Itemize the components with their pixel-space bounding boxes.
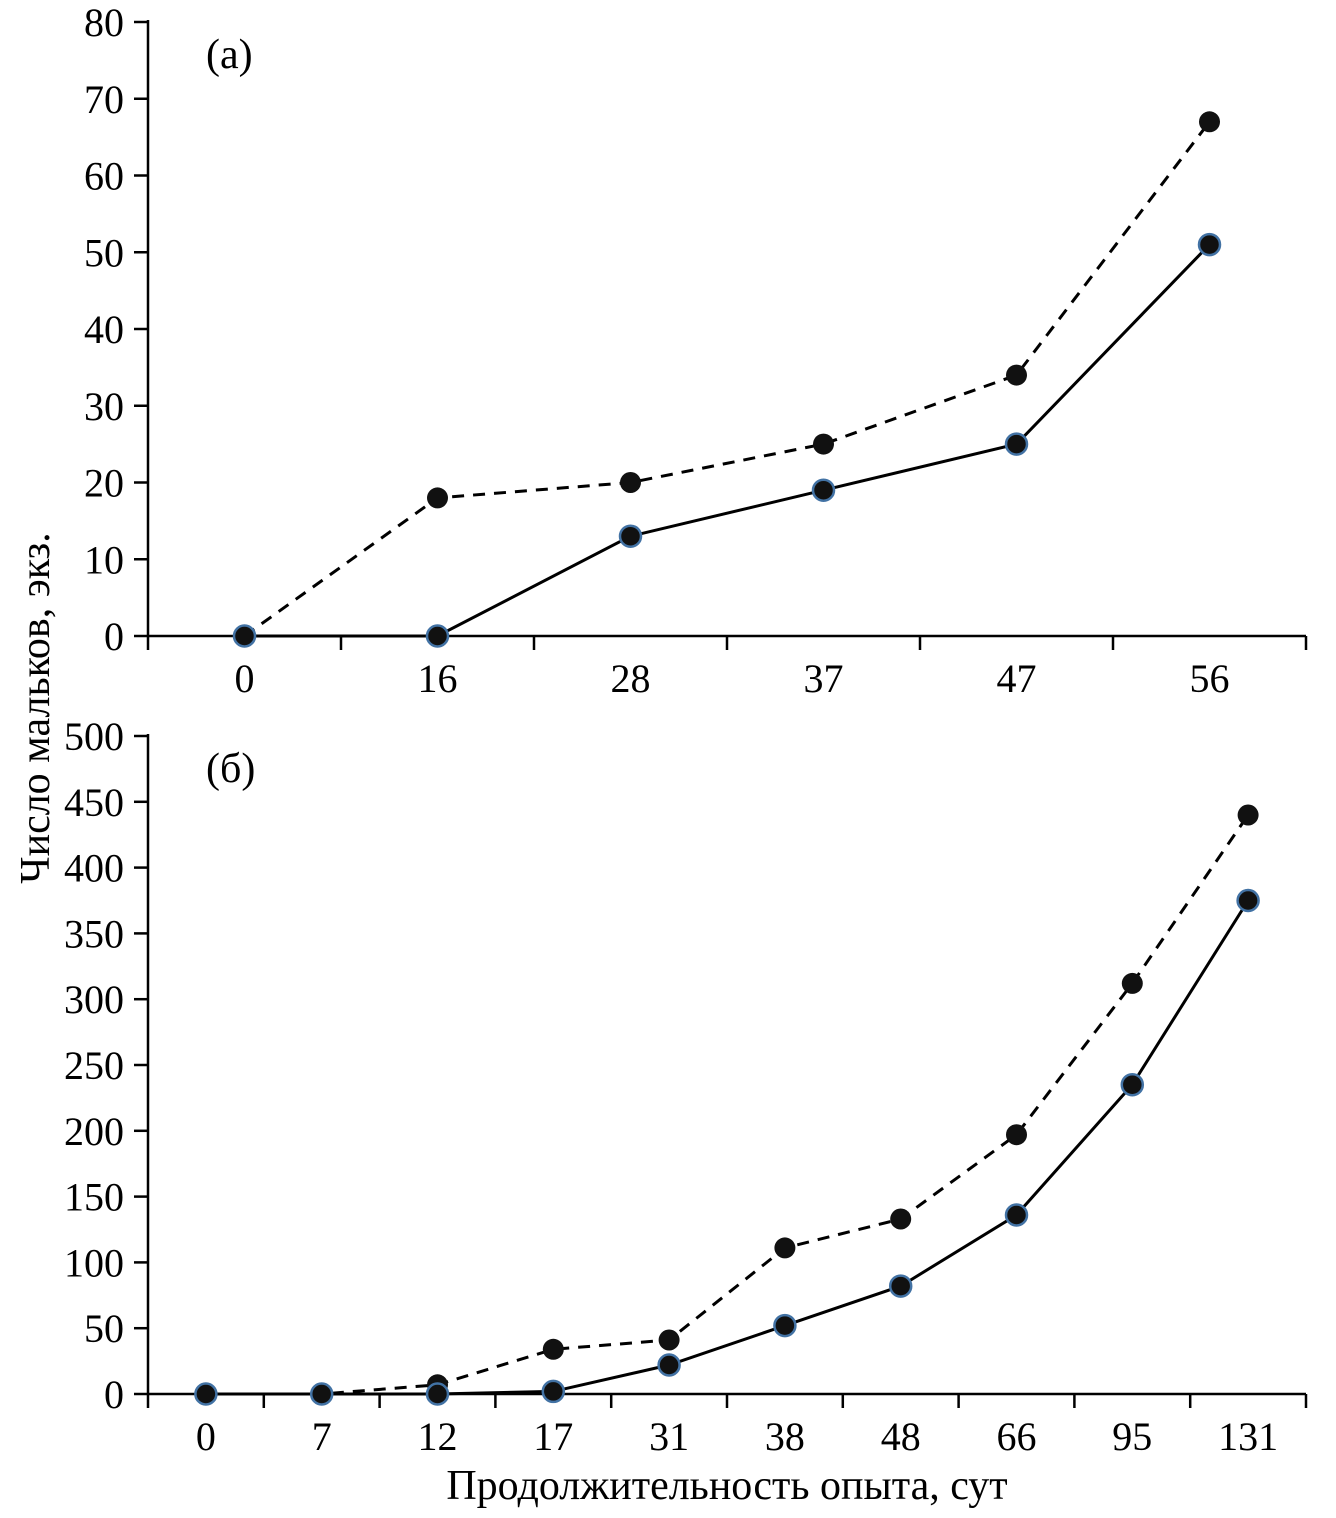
x-tick-label: 37 [804,656,844,701]
data-point-dashed-filled-circles [542,1338,564,1360]
x-tick-label: 0 [235,656,255,701]
x-tick-label: 12 [418,1414,458,1459]
y-tick-label: 70 [84,77,124,122]
data-point-dashed-filled-circles [813,433,834,455]
data-point-solid-ringed-circles [811,478,836,502]
data-point-solid-ringed-circles [1197,232,1222,257]
y-tick-label: 50 [84,1306,124,1351]
x-tick-label: 31 [649,1414,689,1459]
x-axis-title: Продолжительность опыта, сут [446,1463,1008,1509]
data-point-solid-ringed-circles [657,1353,681,1377]
x-tick-label: 47 [997,656,1037,701]
x-tick-label: 48 [881,1414,921,1459]
x-tick-label: 16 [418,656,458,701]
data-point-solid-ringed-circles [425,1382,450,1406]
y-tick-label: 250 [64,1043,124,1088]
x-tick-label: 7 [312,1414,332,1459]
series-line-dashed-filled-circles [243,120,1211,638]
data-point-dashed-filled-circles [1006,364,1027,386]
data-point-solid-ringed-circles [618,524,643,548]
y-tick-label: 50 [84,230,124,275]
data-point-dashed-filled-circles [658,1329,680,1351]
data-point-solid-ringed-circles [425,624,450,648]
series-line-solid-ringed-circles [205,899,1250,1396]
data-point-dashed-filled-circles [620,472,641,493]
data-point-solid-ringed-circles [309,1382,334,1406]
data-point-solid-ringed-circles [194,1382,218,1406]
x-tick-label: 0 [196,1414,216,1459]
y-tick-label: 300 [64,977,124,1022]
y-tick-label: 100 [64,1240,124,1285]
data-point-solid-ringed-circles [1120,1072,1145,1097]
data-point-dashed-filled-circles [1006,1124,1027,1146]
y-tick-label: 30 [84,384,124,429]
x-tick-label: 131 [1218,1414,1278,1459]
y-tick-label: 150 [64,1175,124,1220]
data-point-dashed-filled-circles [1237,804,1259,826]
data-point-solid-ringed-circles [773,1313,797,1338]
series-line-dashed-filled-circles [205,814,1250,1396]
y-tick-label: 40 [84,307,124,352]
y-tick-label: 200 [64,1109,124,1154]
panel-label: (б) [206,746,255,792]
panel-label: (а) [206,32,253,78]
x-tick-label: 17 [533,1414,573,1459]
data-point-solid-ringed-circles [1236,888,1260,913]
y-tick-label: 20 [84,461,124,506]
data-point-dashed-filled-circles [1121,972,1143,994]
y-tick-label: 0 [104,1372,124,1417]
data-point-dashed-filled-circles [774,1237,796,1259]
y-tick-label: 60 [84,154,124,199]
data-point-solid-ringed-circles [888,1274,913,1298]
data-point-dashed-filled-circles [890,1208,912,1230]
data-point-dashed-filled-circles [1199,111,1220,133]
y-tick-label: 80 [84,0,124,45]
data-point-solid-ringed-circles [541,1379,566,1404]
x-tick-label: 38 [765,1414,805,1459]
data-point-solid-ringed-circles [1004,1203,1029,1227]
data-point-solid-ringed-circles [232,624,257,648]
y-tick-label: 350 [64,911,124,956]
y-tick-label: 0 [104,614,124,659]
series-line-solid-ringed-circles [244,243,1211,638]
x-tick-label: 28 [611,656,651,701]
x-tick-label: 66 [997,1414,1037,1459]
x-tick-label: 95 [1112,1414,1152,1459]
x-tick-label: 56 [1190,656,1230,701]
y-tick-label: 400 [64,846,124,891]
y-tick-label: 10 [84,537,124,582]
data-point-dashed-filled-circles [427,487,448,509]
y-tick-label: 450 [64,780,124,825]
y-tick-label: 500 [64,714,124,759]
data-point-solid-ringed-circles [1004,432,1029,456]
